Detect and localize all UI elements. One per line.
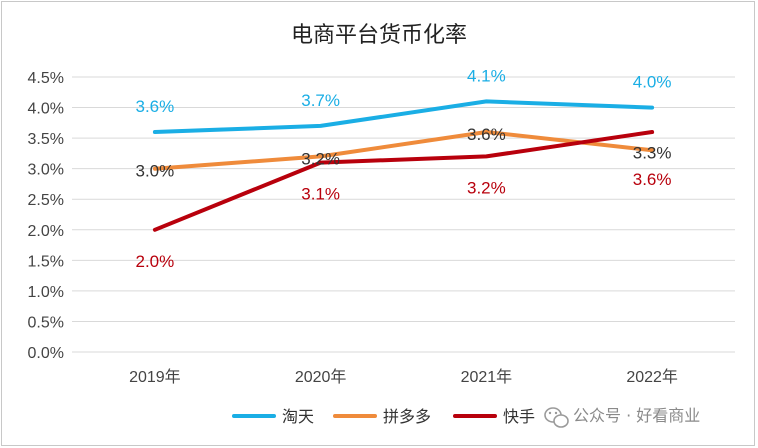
series-line: [152, 99, 655, 134]
y-tick-label: 4.0%: [28, 101, 64, 118]
y-tick-label: 4.5%: [28, 70, 64, 87]
y-tick-label: 0.5%: [28, 314, 64, 331]
x-axis-ticks: 2019年 2020年 2021年 2022年: [129, 368, 678, 386]
data-label: 3.2%: [301, 149, 340, 168]
data-label: 3.1%: [301, 185, 340, 204]
y-tick-label: 2.5%: [28, 192, 64, 209]
legend: 淘天 拼多多 快手: [232, 407, 535, 426]
x-tick-label: 2021年: [461, 368, 513, 386]
series-line: [152, 130, 655, 232]
gridlines: [72, 76, 735, 353]
y-tick-label: 1.5%: [28, 253, 64, 270]
y-axis-ticks: 0.0% 0.5% 1.0% 1.5% 2.0% 2.5% 3.0% 3.5% 4.0% 4.5%: [28, 70, 64, 362]
legend-label: 淘天: [282, 407, 314, 426]
data-label: 3.2%: [467, 178, 506, 197]
y-tick-label: 3.5%: [28, 131, 64, 148]
chart-title: 电商平台货币化率: [291, 23, 467, 48]
series-lines: [152, 99, 655, 232]
y-tick-label: 1.0%: [28, 284, 64, 301]
watermark-text: 公众号 · 好看商业: [573, 406, 700, 425]
legend-label: 拼多多: [383, 407, 431, 426]
y-tick-label: 0.0%: [28, 345, 64, 362]
data-label: 3.3%: [633, 143, 672, 162]
data-label: 4.1%: [467, 66, 506, 85]
data-labels: 3.6% 3.7% 4.1% 4.0% 3.0% 3.2% 3.6% 3.3% 2.0% 3.1%…: [136, 66, 672, 270]
wechat-icon: [544, 407, 569, 428]
data-label: 3.0%: [136, 162, 175, 181]
data-label: 3.6%: [136, 97, 175, 116]
data-label: 3.6%: [633, 170, 672, 189]
data-label: 2.0%: [136, 252, 175, 271]
data-label: 3.7%: [301, 91, 340, 110]
y-tick-label: 3.0%: [28, 162, 64, 179]
x-tick-label: 2019年: [129, 368, 181, 386]
x-tick-label: 2020年: [295, 368, 347, 386]
series-line: [152, 130, 655, 171]
y-tick-label: 2.0%: [28, 223, 64, 240]
watermark: 公众号 · 好看商业: [544, 406, 700, 428]
data-label: 3.6%: [467, 125, 506, 144]
data-label: 4.0%: [633, 73, 672, 92]
x-tick-label: 2022年: [626, 368, 678, 386]
legend-label: 快手: [503, 407, 535, 426]
